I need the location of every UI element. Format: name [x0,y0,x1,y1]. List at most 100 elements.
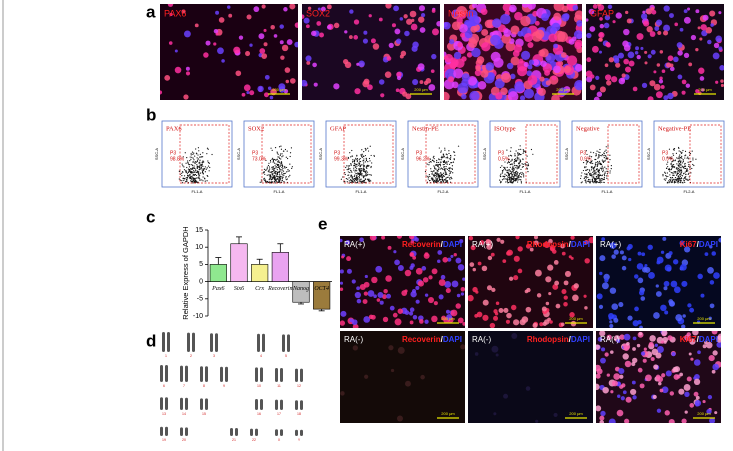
event-dot [681,162,683,164]
event-dot [678,171,680,173]
event-dot [435,174,437,177]
event-dot [518,162,520,164]
cell [352,345,359,351]
event-dot [600,180,602,182]
event-dot [586,174,588,176]
event-dot [269,177,272,179]
event-dot [673,174,675,177]
chromosome [235,428,238,436]
event-dot [598,151,600,153]
event-dot [527,165,529,167]
event-dot [448,163,451,165]
event-dot [511,178,513,181]
event-dot [362,177,365,179]
cell [475,65,482,72]
cell [442,257,449,263]
cell [286,39,293,46]
event-dot [587,171,590,174]
event-dot [276,158,278,160]
event-dot [679,154,681,156]
event-dot [682,161,684,163]
event-dot [436,179,439,181]
event-dot [598,162,600,164]
cell [451,81,459,89]
gate-name: P3 [170,150,176,156]
cell [447,257,452,262]
event-dot [521,171,523,174]
event-dot [598,181,601,183]
event-dot [507,176,509,178]
event-dot [596,178,598,180]
event-dot [431,173,434,175]
event-dot [604,171,606,173]
micrograph [340,331,465,423]
cell [509,6,515,12]
event-dot [207,162,210,164]
cell [561,251,566,256]
event-dot [603,157,605,159]
cell [500,87,508,96]
chromosome [192,332,195,352]
event-dot [274,158,276,161]
cell [415,285,420,290]
cell [637,367,643,373]
stain-counter: DAPI [699,335,718,344]
event-dot [609,170,611,172]
event-dot [501,172,503,174]
event-dot [200,163,202,166]
event-dot [672,172,674,174]
event-dot [287,170,289,172]
event-dot [593,170,595,172]
event-dot [196,160,198,163]
event-dot [202,169,205,171]
cell [677,74,683,80]
chromosome-label: Y [298,438,301,442]
cell [623,58,630,65]
event-dot [444,172,446,174]
cell [412,255,417,260]
event-dot [429,161,431,163]
event-dot [516,156,518,158]
cell [269,95,274,100]
stain-sep: / [569,240,572,249]
event-dot [512,175,514,178]
cell [569,312,575,318]
event-dot [600,163,603,166]
cell [604,352,609,357]
event-dot [283,172,285,175]
chromosome [282,334,285,352]
plot-title: SOX2 [248,125,264,132]
cell [384,71,392,78]
event-dot [354,171,356,173]
event-dot [194,155,196,157]
cell [663,280,670,287]
cell [485,62,495,71]
event-dot [505,169,507,171]
event-dot [435,172,437,174]
cell [673,366,681,373]
event-dot [605,155,607,157]
cell [688,62,693,67]
cell [174,66,182,74]
event-dot [677,172,679,174]
event-dot [435,177,437,179]
event-dot [181,171,184,173]
cell [659,76,663,80]
cell [624,418,630,423]
event-dot [692,163,694,166]
event-dot [371,162,373,164]
cell [697,350,701,355]
event-dot [366,178,368,180]
cell [643,20,650,27]
cell [326,24,332,30]
event-dot [356,159,359,161]
cell [164,74,171,81]
event-dot [684,171,686,173]
event-dot [680,164,682,166]
stain-counter: DAPI [571,240,590,249]
event-dot [204,166,206,168]
chromosome [205,366,208,382]
cell [618,302,624,308]
event-dot [610,168,612,170]
event-dot [282,174,284,176]
